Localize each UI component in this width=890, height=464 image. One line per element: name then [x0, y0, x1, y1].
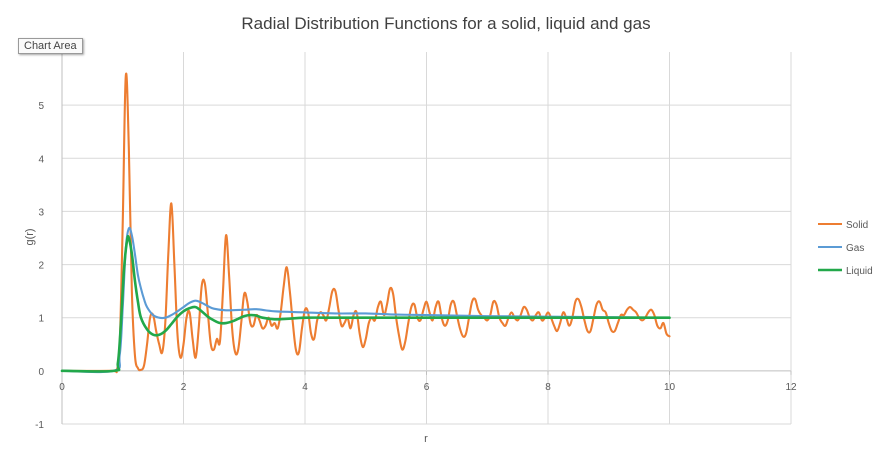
x-tick-label: 8 — [545, 382, 551, 393]
x-axis-label: r — [424, 433, 428, 445]
series-line-liquid — [60, 234, 671, 373]
legend[interactable]: Solid Gas Liquid — [818, 220, 873, 277]
chart-area-tooltip: Chart Area — [18, 38, 83, 54]
legend-label-solid: Solid — [846, 220, 868, 231]
series-lines — [60, 72, 671, 374]
y-tick-label: 5 — [38, 101, 44, 112]
series-line-gas — [60, 226, 671, 374]
x-tick-label: 4 — [302, 382, 308, 393]
y-tick-label: 3 — [38, 207, 44, 218]
y-tick-label: 2 — [38, 261, 44, 272]
legend-label-liquid: Liquid — [846, 266, 873, 277]
y-tick-label: 1 — [38, 314, 44, 325]
x-tick-label: 6 — [424, 382, 430, 393]
x-tick-label: 0 — [59, 382, 65, 393]
y-tick-label: 0 — [38, 367, 44, 378]
series-line-solid — [60, 72, 671, 374]
legend-label-gas: Gas — [846, 243, 864, 254]
legend-entry-liquid[interactable]: Liquid — [818, 266, 873, 277]
x-tick-label: 2 — [181, 382, 187, 393]
y-tick-label: 4 — [38, 154, 44, 165]
legend-entry-gas[interactable]: Gas — [818, 243, 864, 254]
gridlines — [61, 52, 792, 425]
legend-entry-solid[interactable]: Solid — [818, 220, 868, 231]
chart-title: Radial Distribution Functions for a soli… — [241, 14, 650, 33]
x-tick-label: 12 — [785, 382, 797, 393]
y-axis-label: g(r) — [24, 228, 36, 245]
x-tick-label: 10 — [664, 382, 676, 393]
y-tick-label: -1 — [35, 420, 44, 431]
